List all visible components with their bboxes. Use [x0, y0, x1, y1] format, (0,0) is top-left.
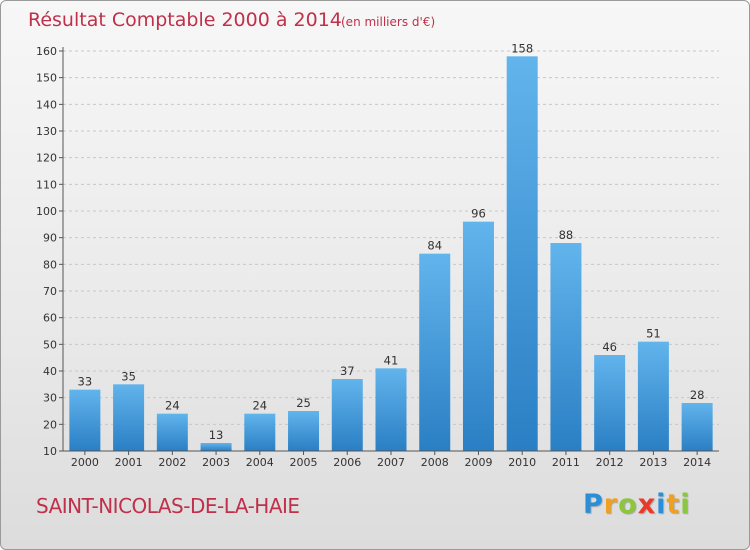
logo-letter: x	[637, 489, 657, 520]
bar-2014	[681, 403, 713, 451]
data-label: 33	[78, 375, 93, 389]
x-tick-label: 2013	[639, 456, 667, 469]
bar-2011	[550, 243, 582, 451]
bar-2000	[69, 389, 101, 451]
data-label: 88	[559, 228, 574, 242]
y-tick-label: 110	[36, 178, 57, 191]
y-tick-label: 20	[43, 418, 57, 431]
y-tick-label: 40	[43, 365, 57, 378]
x-tick-label: 2009	[464, 456, 492, 469]
bar-2012	[594, 355, 626, 451]
y-tick-label: 160	[36, 45, 57, 58]
bar-2004	[244, 413, 276, 451]
bar-2008	[419, 253, 451, 451]
y-tick-label: 70	[43, 285, 57, 298]
data-label: 13	[209, 428, 224, 442]
y-tick-label: 150	[36, 72, 57, 85]
bar-2001	[113, 384, 145, 451]
x-tick-label: 2012	[596, 456, 624, 469]
x-tick-label: 2004	[246, 456, 274, 469]
data-label: 46	[602, 340, 617, 354]
data-label: 41	[384, 353, 399, 367]
data-label: 25	[296, 396, 311, 410]
x-tick-label: 2014	[683, 456, 711, 469]
logo-letter: t	[666, 489, 681, 520]
bar-2003	[200, 443, 232, 451]
chart-unit: (en milliers d'€)	[341, 15, 435, 29]
y-tick-label: 10	[43, 445, 57, 458]
y-tick-label: 80	[43, 258, 57, 271]
x-tick-label: 2010	[508, 456, 536, 469]
bar-2009	[462, 221, 494, 451]
logo-letter: i	[680, 489, 691, 520]
data-label: 24	[252, 399, 267, 413]
x-tick-label: 2001	[115, 456, 143, 469]
x-tick-label: 2007	[377, 456, 405, 469]
bar-2005	[288, 411, 320, 451]
data-label: 96	[471, 207, 486, 221]
bar-2002	[156, 413, 188, 451]
bar-2010	[506, 56, 538, 451]
data-label: 37	[340, 364, 355, 378]
y-tick-label: 120	[36, 152, 57, 165]
axes: 10 20 30 40 50 60 70 80 90 100 110 120 130 140 150 160 2…	[36, 45, 719, 469]
bar-2006	[331, 379, 363, 451]
logo-letter: i	[656, 489, 667, 520]
data-label: 28	[690, 388, 705, 402]
bar-2013	[637, 341, 669, 451]
data-label: 24	[165, 399, 180, 413]
y-tick-label: 90	[43, 232, 57, 245]
x-tick-label: 2011	[552, 456, 580, 469]
y-tick-label: 140	[36, 98, 57, 111]
x-tick-label: 2005	[290, 456, 318, 469]
logo-letter: r	[603, 489, 619, 520]
x-tick-label: 2000	[71, 456, 99, 469]
data-label: 158	[511, 41, 533, 55]
data-label: 84	[427, 239, 442, 253]
proxiti-logo: Proxiti	[583, 489, 691, 520]
data-label: 35	[121, 369, 136, 383]
logo-letter: P	[583, 489, 604, 520]
city-name: SAINT-NICOLAS-DE-LA-HAIE	[36, 494, 300, 518]
x-tick-label: 2003	[202, 456, 230, 469]
x-tick-label: 2002	[158, 456, 186, 469]
x-tick-label: 2008	[421, 456, 449, 469]
y-tick-label: 60	[43, 312, 57, 325]
y-tick-label: 50	[43, 338, 57, 351]
x-tick-label: 2006	[333, 456, 361, 469]
y-tick-label: 30	[43, 392, 57, 405]
logo-letter: o	[618, 489, 638, 520]
y-tick-label: 100	[36, 205, 57, 218]
data-label: 51	[646, 327, 661, 341]
y-tick-label: 130	[36, 125, 57, 138]
chart-title: Résultat Comptable 2000 à 2014	[28, 9, 342, 31]
bars: 33 35 24 13 24 25 37 41 84 96 158 88 46 51 28	[69, 41, 713, 451]
bar-2007	[375, 368, 407, 451]
